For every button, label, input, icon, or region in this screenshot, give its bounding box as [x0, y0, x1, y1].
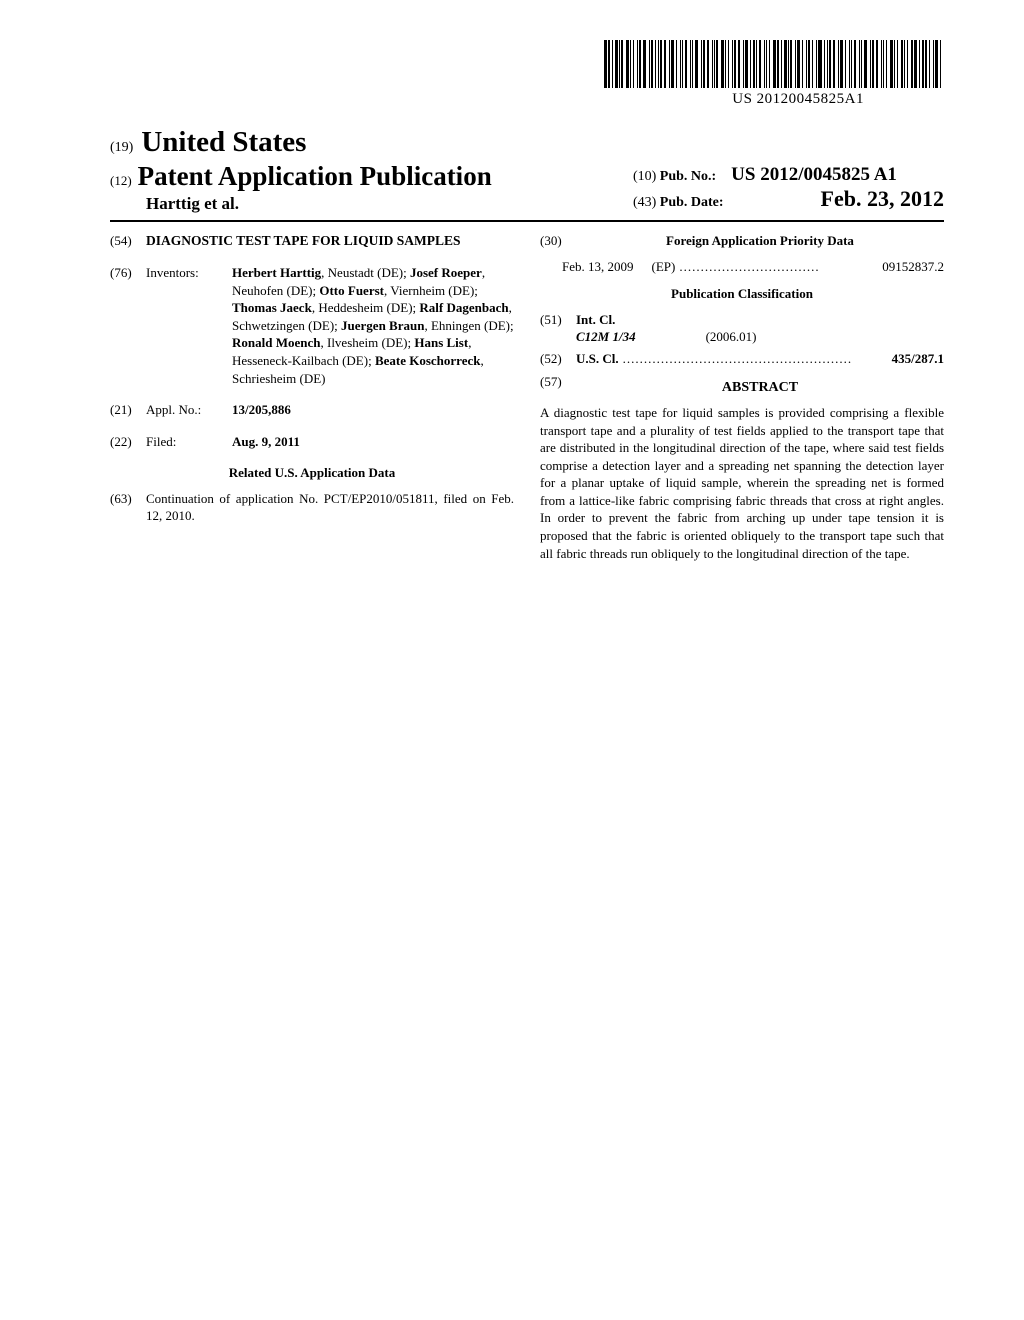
us-cl-value: 435/287.1: [892, 350, 944, 368]
abstract-label: ABSTRACT: [576, 379, 944, 398]
inventor-name: Beate Koschorreck: [375, 353, 481, 368]
title-code: (54): [110, 232, 146, 250]
pub-no-code: (10): [633, 169, 656, 184]
pub-class-header: Publication Classification: [540, 285, 944, 303]
country-block: (19) United States: [110, 126, 492, 159]
body-columns: (54) DIAGNOSTIC TEST TAPE FOR LIQUID SAM…: [110, 232, 944, 562]
us-cl-label: U.S. Cl.: [576, 350, 619, 368]
int-cl-row: (51) Int. Cl. C12M 1/34 (2006.01): [540, 311, 944, 346]
pub-date-label: Pub. Date:: [660, 195, 724, 210]
inventor-name: Thomas Jaeck: [232, 300, 312, 315]
pub-info-left: (19) United States (12) Patent Applicati…: [110, 126, 492, 214]
abstract-text: A diagnostic test tape for liquid sample…: [540, 404, 944, 562]
barcode-doc-number: US 20120045825A1: [732, 91, 864, 108]
int-cl-label: Int. Cl.: [576, 311, 944, 329]
barcode: [604, 40, 944, 88]
invention-title: DIAGNOSTIC TEST TAPE FOR LIQUID SAMPLES: [146, 232, 514, 250]
filed-code: (22): [110, 433, 146, 451]
pub-date-code: (43): [633, 195, 656, 210]
country-name: United States: [141, 126, 306, 158]
appl-no-value: 13/205,886: [232, 401, 514, 419]
inventor-name: Ronald Moench: [232, 335, 320, 350]
us-cl-code: (52): [540, 350, 576, 368]
foreign-code: (30): [540, 232, 576, 250]
foreign-app-number: 09152837.2: [882, 258, 944, 276]
inventor-location: , Ilvesheim (DE);: [320, 335, 414, 350]
inventor-location: , Neustadt (DE);: [321, 265, 410, 280]
foreign-country: (EP): [652, 258, 676, 276]
patent-page: US 20120045825A1 (19) United States (12)…: [0, 0, 1024, 602]
inventors-label: Inventors:: [146, 264, 232, 387]
inventors-code: (76): [110, 264, 146, 387]
int-cl-date: (2006.01): [706, 328, 757, 346]
right-column: (30) Foreign Application Priority Data F…: [540, 232, 944, 562]
header-area: US 20120045825A1: [110, 40, 944, 120]
dot-leader: .................................: [679, 258, 878, 276]
inventors-row: (76) Inventors: Herbert Harttig, Neustad…: [110, 264, 514, 387]
pub-type-line: (12) Patent Application Publication: [110, 161, 492, 192]
int-cl-value: C12M 1/34: [576, 328, 636, 346]
pub-info-right: (10) Pub. No.: US 2012/0045825 A1 (43) P…: [633, 164, 944, 214]
foreign-date: Feb. 13, 2009: [562, 258, 634, 276]
int-cl-value-row: C12M 1/34 (2006.01): [576, 328, 944, 346]
authors-line: Harttig et al.: [146, 194, 492, 214]
inventor-name: Juergen Braun: [341, 318, 424, 333]
filed-label: Filed:: [146, 433, 232, 451]
inventor-name: Otto Fuerst: [319, 283, 384, 298]
us-cl-row: (52) U.S. Cl. ..........................…: [540, 350, 944, 368]
foreign-priority-row: (30) Foreign Application Priority Data: [540, 232, 944, 250]
pub-type: Patent Application Publication: [138, 161, 492, 192]
inventor-name: Hans List: [414, 335, 468, 350]
inventor-location: , Viernheim (DE);: [384, 283, 478, 298]
int-cl-code: (51): [540, 311, 576, 346]
inventors-list: Herbert Harttig, Neustadt (DE); Josef Ro…: [232, 264, 514, 387]
inventor-location: , Ehningen (DE);: [424, 318, 513, 333]
appl-no-value-text: 13/205,886: [232, 402, 291, 417]
filed-row: (22) Filed: Aug. 9, 2011: [110, 433, 514, 451]
continuation-text: Continuation of application No. PCT/EP20…: [146, 490, 514, 525]
country-code: (19): [110, 140, 133, 155]
filed-value-text: Aug. 9, 2011: [232, 434, 300, 449]
related-data-header: Related U.S. Application Data: [110, 464, 514, 482]
inventor-location: , Heddesheim (DE);: [312, 300, 420, 315]
abstract-code: (57): [540, 373, 576, 404]
foreign-header: Foreign Application Priority Data: [576, 232, 944, 250]
pub-no-line: (10) Pub. No.: US 2012/0045825 A1: [633, 164, 944, 186]
pub-no-value: US 2012/0045825 A1: [731, 164, 897, 185]
pub-date-line: (43) Pub. Date: Feb. 23, 2012: [633, 186, 944, 212]
publication-header-block: (19) United States (12) Patent Applicati…: [110, 126, 944, 222]
appl-no-label: Appl. No.:: [146, 401, 232, 419]
inventor-name: Josef Roeper: [410, 265, 482, 280]
filed-value: Aug. 9, 2011: [232, 433, 514, 451]
continuation-code: (63): [110, 490, 146, 525]
int-cl-body: Int. Cl. C12M 1/34 (2006.01): [576, 311, 944, 346]
title-row: (54) DIAGNOSTIC TEST TAPE FOR LIQUID SAM…: [110, 232, 514, 250]
left-column: (54) DIAGNOSTIC TEST TAPE FOR LIQUID SAM…: [110, 232, 514, 562]
appl-no-row: (21) Appl. No.: 13/205,886: [110, 401, 514, 419]
inventor-name: Herbert Harttig: [232, 265, 321, 280]
pub-date-value: Feb. 23, 2012: [821, 186, 944, 211]
pub-no-label: Pub. No.:: [660, 169, 716, 184]
abstract-header-row: (57) ABSTRACT: [540, 373, 944, 404]
dot-leader-2: ........................................…: [623, 350, 888, 368]
foreign-priority-data: Feb. 13, 2009 (EP) .....................…: [562, 258, 944, 276]
inventor-name: Ralf Dagenbach: [419, 300, 508, 315]
continuation-row: (63) Continuation of application No. PCT…: [110, 490, 514, 525]
pub-type-code: (12): [110, 173, 132, 189]
appl-no-code: (21): [110, 401, 146, 419]
